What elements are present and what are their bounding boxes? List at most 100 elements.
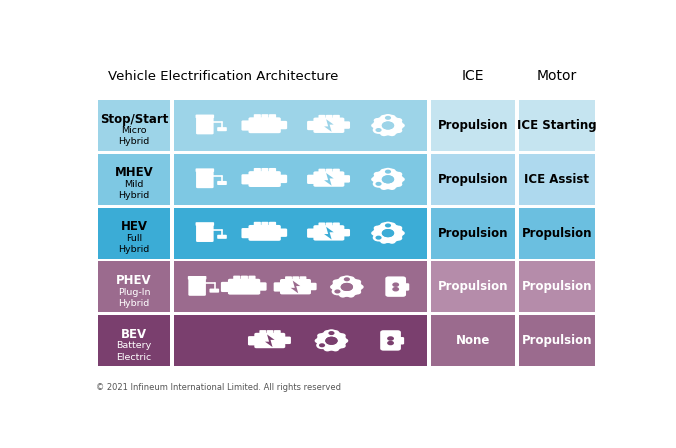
FancyBboxPatch shape xyxy=(431,154,514,205)
Circle shape xyxy=(338,343,346,348)
FancyBboxPatch shape xyxy=(98,100,170,151)
Circle shape xyxy=(341,283,353,291)
Circle shape xyxy=(339,293,347,297)
Polygon shape xyxy=(324,227,334,240)
FancyBboxPatch shape xyxy=(269,114,276,120)
Circle shape xyxy=(397,177,405,182)
FancyBboxPatch shape xyxy=(254,333,285,348)
Circle shape xyxy=(339,276,347,281)
Circle shape xyxy=(388,223,395,228)
Circle shape xyxy=(385,116,391,120)
Text: HEV: HEV xyxy=(120,220,147,233)
Circle shape xyxy=(382,168,394,176)
Circle shape xyxy=(375,128,382,132)
Text: BEV: BEV xyxy=(121,328,147,341)
FancyBboxPatch shape xyxy=(274,330,281,335)
Circle shape xyxy=(380,115,388,120)
FancyBboxPatch shape xyxy=(199,122,210,128)
FancyBboxPatch shape xyxy=(174,262,427,313)
FancyBboxPatch shape xyxy=(307,175,318,184)
FancyBboxPatch shape xyxy=(196,116,214,134)
Circle shape xyxy=(335,289,341,293)
FancyBboxPatch shape xyxy=(299,276,306,281)
Circle shape xyxy=(325,337,337,345)
Text: Plug-In
Hybrid: Plug-In Hybrid xyxy=(118,288,150,308)
Circle shape xyxy=(338,333,346,338)
Circle shape xyxy=(375,182,382,186)
Circle shape xyxy=(374,236,381,241)
FancyBboxPatch shape xyxy=(269,168,276,173)
FancyBboxPatch shape xyxy=(260,330,266,335)
Circle shape xyxy=(374,172,381,177)
FancyBboxPatch shape xyxy=(254,222,261,227)
Text: Motor: Motor xyxy=(537,69,577,83)
FancyBboxPatch shape xyxy=(217,235,227,239)
Circle shape xyxy=(372,126,385,134)
Circle shape xyxy=(324,330,331,335)
Text: Battery
Electric: Battery Electric xyxy=(116,341,151,362)
FancyBboxPatch shape xyxy=(249,225,281,241)
Text: ICE Assist: ICE Assist xyxy=(525,173,589,186)
Circle shape xyxy=(326,329,337,337)
Circle shape xyxy=(380,168,388,174)
Circle shape xyxy=(380,223,388,228)
Text: Full
Hybrid: Full Hybrid xyxy=(118,234,149,254)
Circle shape xyxy=(379,120,397,131)
FancyBboxPatch shape xyxy=(256,282,266,291)
Circle shape xyxy=(382,121,394,129)
Circle shape xyxy=(372,180,385,188)
Text: Propulsion: Propulsion xyxy=(437,173,508,186)
Text: PHEV: PHEV xyxy=(116,274,152,287)
Circle shape xyxy=(388,131,395,136)
Circle shape xyxy=(395,226,402,231)
Circle shape xyxy=(388,168,395,174)
FancyBboxPatch shape xyxy=(276,228,287,237)
FancyBboxPatch shape xyxy=(431,262,514,313)
FancyBboxPatch shape xyxy=(248,336,259,345)
FancyBboxPatch shape xyxy=(98,262,170,313)
FancyBboxPatch shape xyxy=(241,276,248,281)
Circle shape xyxy=(317,333,324,338)
Polygon shape xyxy=(324,173,334,185)
Text: Propulsion: Propulsion xyxy=(437,280,508,293)
Text: © 2021 Infineum International Limited. All rights reserved: © 2021 Infineum International Limited. A… xyxy=(96,383,341,392)
Circle shape xyxy=(385,224,391,228)
Circle shape xyxy=(341,276,353,283)
FancyBboxPatch shape xyxy=(188,276,206,280)
FancyBboxPatch shape xyxy=(217,127,227,131)
Circle shape xyxy=(354,289,361,294)
Circle shape xyxy=(374,226,381,231)
FancyBboxPatch shape xyxy=(314,225,344,241)
FancyBboxPatch shape xyxy=(333,115,340,120)
Circle shape xyxy=(387,336,394,341)
Text: ICE Starting: ICE Starting xyxy=(517,119,597,132)
FancyBboxPatch shape xyxy=(174,207,427,258)
FancyBboxPatch shape xyxy=(254,114,261,120)
FancyBboxPatch shape xyxy=(254,168,261,173)
Text: ICE: ICE xyxy=(462,69,484,83)
Circle shape xyxy=(395,172,402,177)
Text: Propulsion: Propulsion xyxy=(437,227,508,240)
Circle shape xyxy=(380,185,388,190)
FancyBboxPatch shape xyxy=(318,223,325,228)
FancyBboxPatch shape xyxy=(281,336,291,344)
Circle shape xyxy=(325,337,337,345)
Circle shape xyxy=(371,123,379,128)
FancyBboxPatch shape xyxy=(262,114,268,120)
Circle shape xyxy=(392,282,399,287)
FancyBboxPatch shape xyxy=(174,154,427,205)
FancyBboxPatch shape xyxy=(400,283,409,291)
Text: Micro
Hybrid: Micro Hybrid xyxy=(118,126,149,146)
FancyBboxPatch shape xyxy=(266,330,274,335)
Circle shape xyxy=(372,234,385,241)
Text: Propulsion: Propulsion xyxy=(437,119,508,132)
Circle shape xyxy=(382,175,394,183)
Circle shape xyxy=(332,330,339,335)
FancyBboxPatch shape xyxy=(241,121,253,131)
Circle shape xyxy=(388,185,395,190)
Circle shape xyxy=(373,116,403,135)
FancyBboxPatch shape xyxy=(233,276,241,281)
FancyBboxPatch shape xyxy=(318,115,325,120)
Circle shape xyxy=(371,231,379,236)
Circle shape xyxy=(374,118,381,123)
